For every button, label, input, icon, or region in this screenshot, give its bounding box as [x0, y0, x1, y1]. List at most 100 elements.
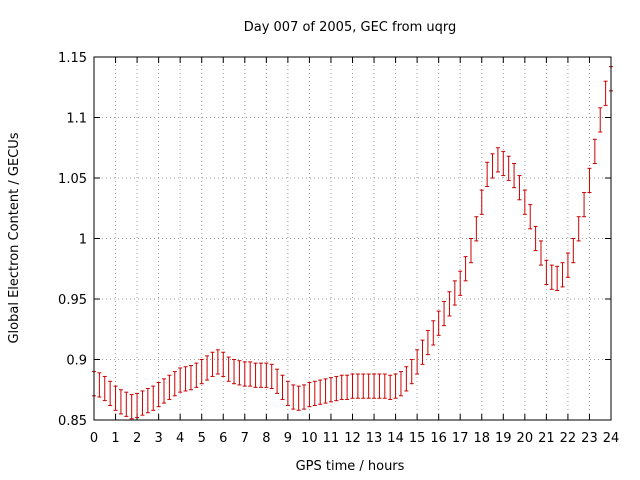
data-point [366, 373, 371, 399]
data-point [178, 367, 183, 393]
x-tick-label: 18 [473, 431, 490, 446]
data-point [474, 216, 479, 242]
x-tick-label: 24 [603, 431, 620, 446]
data-point [302, 384, 307, 410]
data-point [388, 374, 393, 400]
x-tick-label: 1 [111, 431, 119, 446]
data-point [318, 379, 323, 405]
data-point [571, 238, 576, 264]
data-point [490, 153, 495, 179]
data-point [372, 373, 377, 399]
data-point [339, 374, 344, 400]
data-point [232, 359, 237, 385]
x-tick-label: 0 [90, 431, 98, 446]
y-tick-label: 1.15 [58, 51, 87, 66]
data-point [458, 270, 463, 296]
x-tick-label: 10 [301, 431, 318, 446]
data-point [210, 351, 215, 377]
data-point [431, 320, 436, 346]
data-point [377, 373, 382, 399]
x-tick-label: 23 [581, 431, 598, 446]
data-point [280, 374, 285, 400]
x-tick-label: 8 [262, 431, 270, 446]
y-axis-label: Global Electron Content / GECUs [7, 132, 22, 343]
data-point [598, 107, 603, 133]
data-point [108, 380, 113, 406]
data-point [506, 155, 511, 181]
x-tick-label: 19 [495, 431, 512, 446]
data-point [409, 359, 414, 385]
data-point [264, 362, 269, 388]
data-point [528, 204, 533, 230]
data-point [205, 355, 210, 381]
x-tick-label: 2 [133, 431, 141, 446]
data-point [361, 373, 366, 399]
series-gec [92, 66, 613, 420]
data-point [495, 147, 500, 173]
data-point [447, 291, 452, 317]
data-point [485, 161, 490, 187]
data-point [582, 192, 587, 218]
y-tick-label: 1 [79, 233, 87, 248]
data-point [323, 378, 328, 404]
data-point [565, 252, 570, 278]
data-point [425, 329, 430, 356]
data-point [415, 349, 420, 375]
data-point [285, 380, 290, 406]
data-point [398, 371, 403, 397]
data-point [538, 240, 543, 266]
x-tick-label: 17 [452, 431, 469, 446]
x-tick-label: 13 [366, 431, 383, 446]
data-point [124, 391, 129, 417]
data-point [533, 225, 538, 252]
plot-frame [93, 56, 612, 421]
x-axis-label: GPS time / hours [296, 459, 405, 474]
data-point [248, 361, 253, 387]
data-point [275, 368, 280, 394]
x-tick-label: 21 [538, 431, 555, 446]
data-point [517, 175, 522, 201]
data-point [253, 362, 258, 388]
y-tick-label: 0.9 [66, 354, 87, 369]
data-point [188, 365, 193, 391]
data-point [215, 349, 220, 375]
x-tick-label: 11 [323, 431, 340, 446]
data-point [549, 264, 554, 290]
data-point [345, 374, 350, 400]
data-point [603, 80, 608, 106]
data-point [587, 167, 592, 194]
data-point [226, 356, 231, 382]
y-tick-label: 1.1 [66, 112, 87, 127]
data-point [258, 362, 263, 388]
x-tick-label: 4 [176, 431, 184, 446]
data-point [420, 339, 425, 365]
data-point [194, 362, 199, 388]
data-point [404, 366, 409, 392]
data-point [162, 378, 167, 404]
data-point [350, 373, 355, 399]
data-point [118, 389, 123, 415]
data-point [172, 371, 177, 397]
data-point [151, 385, 156, 411]
x-tick-label: 20 [517, 431, 534, 446]
data-point [242, 361, 247, 387]
y-tick-label: 0.85 [58, 414, 87, 429]
data-point [199, 359, 204, 385]
x-tick-label: 12 [344, 431, 361, 446]
data-point [140, 390, 145, 416]
y-tick-label: 1.05 [58, 172, 87, 187]
data-point [501, 150, 506, 177]
x-tick-label: 3 [154, 431, 162, 446]
data-point [576, 216, 581, 242]
data-point [512, 162, 517, 189]
x-tick-label: 16 [430, 431, 447, 446]
data-point [312, 380, 317, 406]
data-point [560, 262, 565, 288]
data-point [296, 385, 301, 411]
data-point [328, 377, 333, 403]
data-point [237, 360, 242, 386]
data-point [135, 392, 140, 419]
x-tick-label: 6 [219, 431, 227, 446]
x-tick-label: 7 [241, 431, 249, 446]
